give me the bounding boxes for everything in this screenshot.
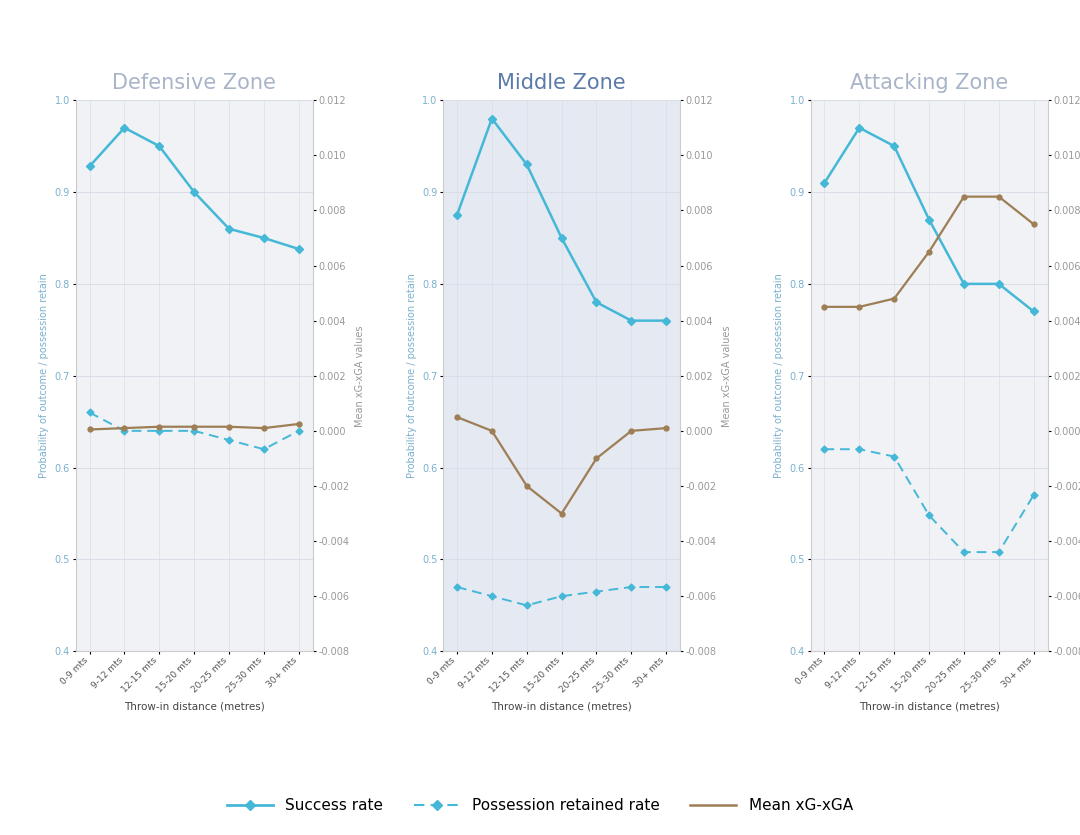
X-axis label: Throw-in distance (metres): Throw-in distance (metres) xyxy=(124,701,265,711)
Title: Middle Zone: Middle Zone xyxy=(497,73,626,93)
Y-axis label: Probability of outcome / possession retain: Probability of outcome / possession reta… xyxy=(39,273,49,478)
Y-axis label: Probability of outcome / possession retain: Probability of outcome / possession reta… xyxy=(406,273,417,478)
Y-axis label: Mean xG-xGA values: Mean xG-xGA values xyxy=(723,325,732,427)
Title: Attacking Zone: Attacking Zone xyxy=(850,73,1009,93)
Y-axis label: Probability of outcome / possession retain: Probability of outcome / possession reta… xyxy=(774,273,784,478)
Y-axis label: Mean xG-xGA values: Mean xG-xGA values xyxy=(355,325,365,427)
X-axis label: Throw-in distance (metres): Throw-in distance (metres) xyxy=(859,701,999,711)
Title: Defensive Zone: Defensive Zone xyxy=(112,73,276,93)
X-axis label: Throw-in distance (metres): Throw-in distance (metres) xyxy=(491,701,632,711)
Legend: Success rate, Possession retained rate, Mean xG-xGA: Success rate, Possession retained rate, … xyxy=(221,792,859,819)
